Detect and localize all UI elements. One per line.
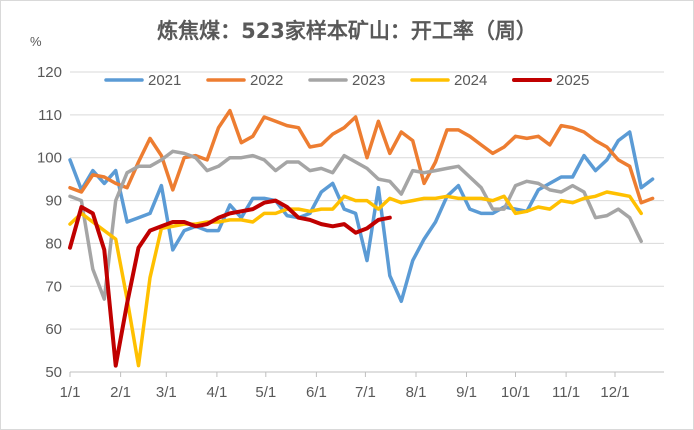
legend-label-2025: 2025: [556, 72, 589, 89]
x-tick-label: 7/1: [355, 384, 376, 401]
y-tick-label: 50: [45, 364, 62, 381]
series-line-2025: [68, 198, 392, 368]
x-tick-label: 8/1: [406, 384, 427, 401]
legend-label-2023: 2023: [352, 72, 385, 89]
x-tick-label: 4/1: [206, 384, 227, 401]
axes: 50 60 70 80 90 100 110 120 1/1 2/1 3/1 4/1 5/1 6/1 7/1…: [37, 64, 664, 401]
legend-label-2024: 2024: [454, 72, 487, 89]
x-tick-label: 2/1: [110, 384, 131, 401]
y-tick-label: 60: [45, 321, 62, 338]
series-line-2021: [68, 130, 655, 304]
x-tick-label: 10/1: [501, 384, 530, 401]
unit-label: %: [30, 34, 42, 49]
series-line-2023: [68, 149, 643, 301]
chart-title: 炼焦煤：523家样本矿山：开工率（周）: [157, 19, 537, 43]
x-tick-label: 1/1: [60, 384, 81, 401]
x-tick-label: 11/1: [552, 384, 580, 401]
y-tick-label: 120: [37, 64, 62, 81]
y-tick-label: 90: [45, 193, 62, 210]
x-tick-label: 5/1: [255, 384, 276, 401]
y-tick-label: 100: [37, 150, 62, 167]
series-line-2024: [68, 190, 643, 368]
x-tick-label: 9/1: [456, 384, 477, 401]
series-line-2022: [68, 108, 655, 205]
y-tick-label: 80: [45, 235, 62, 252]
legend-label-2021: 2021: [148, 72, 181, 89]
x-tick-label: 3/1: [156, 384, 177, 401]
x-tick-label: 12/1: [600, 384, 629, 401]
series-lines: [68, 108, 655, 368]
legend: 2021 2022 2023 2024 2025: [104, 72, 589, 89]
x-tick-label: 6/1: [306, 384, 327, 401]
y-tick-label: 110: [38, 107, 62, 124]
y-tick-label: 70: [45, 278, 62, 295]
legend-label-2022: 2022: [250, 72, 283, 89]
